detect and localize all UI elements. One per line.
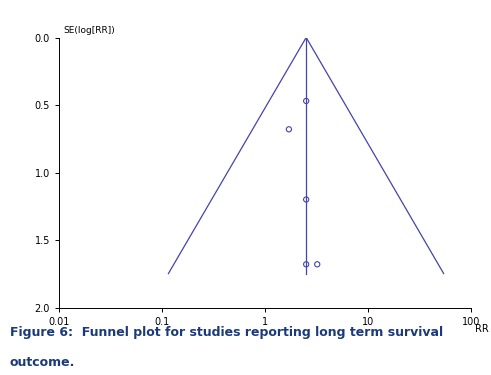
Text: SE(log[RR]): SE(log[RR]) bbox=[63, 26, 115, 35]
Point bbox=[313, 261, 321, 267]
Point bbox=[285, 126, 293, 132]
Point bbox=[302, 98, 310, 104]
Point bbox=[302, 261, 310, 267]
Text: RR: RR bbox=[475, 324, 489, 334]
Point bbox=[302, 196, 310, 202]
Text: Figure 6:  Funnel plot for studies reporting long term survival: Figure 6: Funnel plot for studies report… bbox=[10, 326, 443, 339]
Text: outcome.: outcome. bbox=[10, 356, 75, 369]
